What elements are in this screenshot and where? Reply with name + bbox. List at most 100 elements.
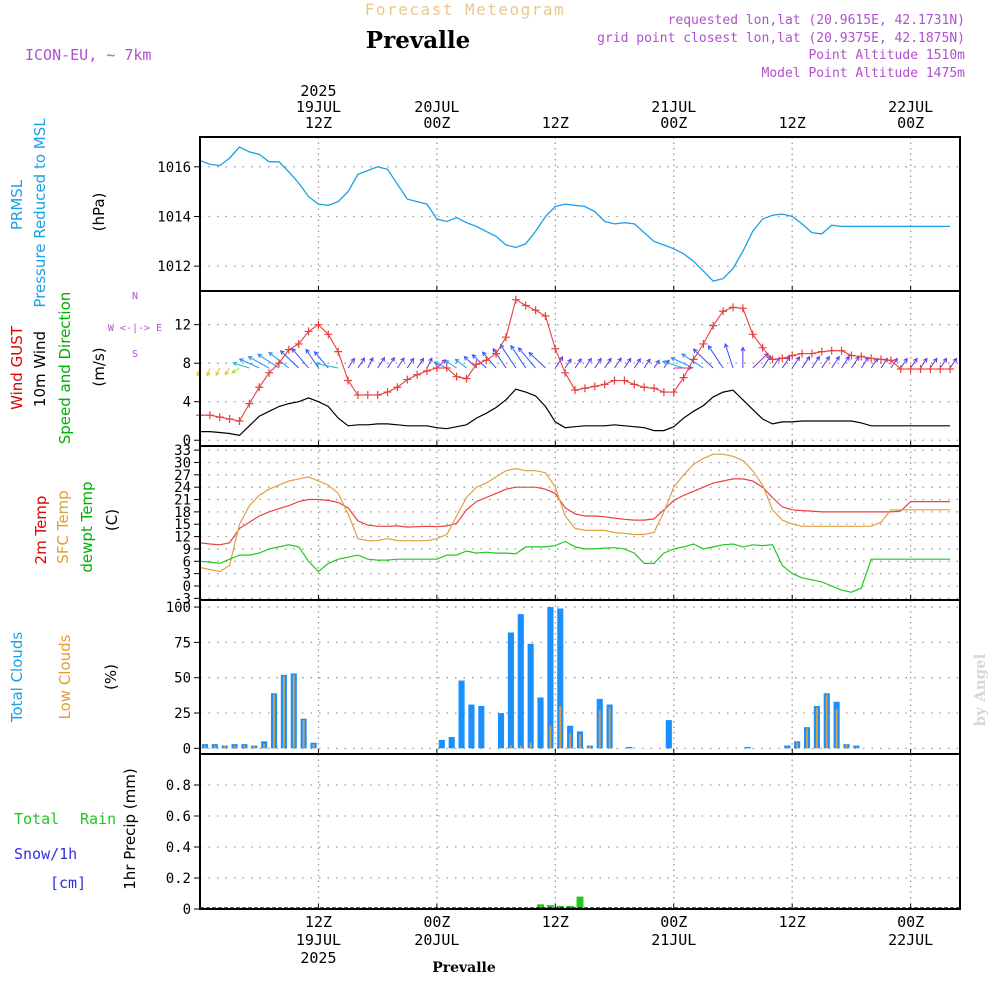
wind-arrow-head xyxy=(238,358,244,363)
total-cloud-bar xyxy=(468,704,475,749)
temp-2m-label: 2m Temp xyxy=(32,496,50,565)
y-tick-label: 33 xyxy=(174,443,191,459)
low-cloud-bar xyxy=(519,745,522,749)
wind-arrow xyxy=(500,344,517,369)
gust-marker xyxy=(610,376,619,385)
low-cloud-bar xyxy=(806,728,808,749)
wind-arrow xyxy=(436,359,446,369)
wind-arrow xyxy=(492,348,507,369)
wind-arrow-head xyxy=(231,369,237,374)
gust-marker xyxy=(541,312,550,321)
gust-marker xyxy=(265,368,274,377)
low-cloud-bar xyxy=(233,745,236,749)
low-cloud-bar xyxy=(223,745,226,749)
wind-arrow xyxy=(206,367,211,376)
total-cloud-bar xyxy=(507,632,514,749)
gust-marker xyxy=(719,307,728,316)
wind-arrow-head xyxy=(795,356,801,362)
gust-marker xyxy=(383,388,392,397)
wind-arrow-head xyxy=(314,361,320,367)
wind-arrow xyxy=(518,347,536,369)
y-tick-label: 24 xyxy=(174,480,191,496)
gust-marker xyxy=(946,364,955,373)
wind-arrow-head xyxy=(893,357,898,363)
total-cloud-bar xyxy=(527,643,534,749)
total-cloud-bar xyxy=(557,608,564,749)
wind-arrow-head xyxy=(636,357,641,363)
wind-arrow-head xyxy=(873,357,879,363)
wind-arrow xyxy=(860,357,869,369)
gust-marker xyxy=(877,355,886,364)
gust-marker xyxy=(561,368,570,377)
pressure-unit: (hPa) xyxy=(90,193,108,232)
time-label-bottom: 12Z xyxy=(779,913,806,931)
wind-arrow-head xyxy=(291,347,297,353)
low-cloud-bar xyxy=(855,746,858,749)
gust-marker xyxy=(896,364,905,373)
low-cloud-bar xyxy=(825,694,828,749)
gust-marker xyxy=(778,354,787,363)
low-cloud-bar xyxy=(845,744,848,749)
wind-arrow xyxy=(663,359,670,369)
wind-arrow xyxy=(367,357,374,369)
wind-arrow xyxy=(510,345,527,369)
time-label-top: 12Z xyxy=(542,114,569,132)
time-label-bottom: 12Z xyxy=(542,913,569,931)
wind-10m-label: 10m Wind xyxy=(31,331,49,407)
y-tick-label: 6 xyxy=(183,554,191,570)
wind-arrow-head xyxy=(463,355,469,361)
wind-arrow xyxy=(623,358,632,369)
time-label-top: 00Z xyxy=(660,114,687,132)
wind-arrow-head xyxy=(587,357,592,363)
y-tick-label: 0 xyxy=(183,902,191,918)
wind-arrow-head xyxy=(419,357,425,363)
temp-dewpt-label: dewpt Temp xyxy=(78,481,96,572)
time-label-top: 2025 xyxy=(300,82,336,100)
wind-arrow xyxy=(920,358,928,369)
gust-marker xyxy=(205,411,214,420)
low-cloud-bar xyxy=(588,745,591,749)
panel-frame xyxy=(199,290,961,447)
time-label-bottom: 12Z xyxy=(305,913,332,931)
low-clouds-label: Low Clouds xyxy=(56,634,74,719)
wind-arrow-head xyxy=(835,355,840,361)
low-cloud-bar xyxy=(263,744,266,749)
low-cloud-bar xyxy=(786,746,789,749)
gust-marker xyxy=(580,384,589,393)
gust-marker xyxy=(768,355,777,364)
time-label-bottom: 21JUL xyxy=(651,931,696,949)
gust-marker xyxy=(857,352,866,361)
wind-arrow xyxy=(662,360,684,369)
wind-arrow xyxy=(900,358,908,369)
low-cloud-bar xyxy=(213,745,216,749)
gust-marker xyxy=(551,344,560,353)
total-cloud-bar xyxy=(448,737,455,749)
time-label-top: 21JUL xyxy=(651,98,696,116)
wind-arrow xyxy=(910,358,918,369)
wind-arrow xyxy=(233,362,250,369)
wind-arrow xyxy=(396,357,405,369)
wind-arrow xyxy=(248,356,270,369)
y-tick-label: 0.2 xyxy=(166,871,191,887)
gust-marker xyxy=(324,330,333,339)
low-cloud-bar xyxy=(815,707,818,749)
time-label-bottom: 22JUL xyxy=(888,931,933,949)
wind-arrow xyxy=(752,353,769,369)
wind-unit: (m/s) xyxy=(90,347,108,386)
wind-arrow xyxy=(280,350,300,369)
gust-marker xyxy=(482,356,491,365)
pressure-label-short: PRMSL xyxy=(8,179,26,230)
y-tick-label: 0 xyxy=(183,579,191,595)
wind-arrow-head xyxy=(409,357,415,363)
gust-marker xyxy=(294,339,303,348)
time-label-top: 22JUL xyxy=(888,98,933,116)
temp-line-dewpt-temp xyxy=(199,540,951,593)
wind-arrow xyxy=(291,348,309,369)
wind-arrow-head xyxy=(350,357,355,363)
y-tick-label: 15 xyxy=(174,517,191,533)
gust-marker xyxy=(807,349,816,358)
time-label-top: 00Z xyxy=(897,114,924,132)
wind-arrow-head xyxy=(607,357,612,363)
total-cloud-bar xyxy=(478,705,485,749)
wind-arrow-head xyxy=(845,355,850,361)
